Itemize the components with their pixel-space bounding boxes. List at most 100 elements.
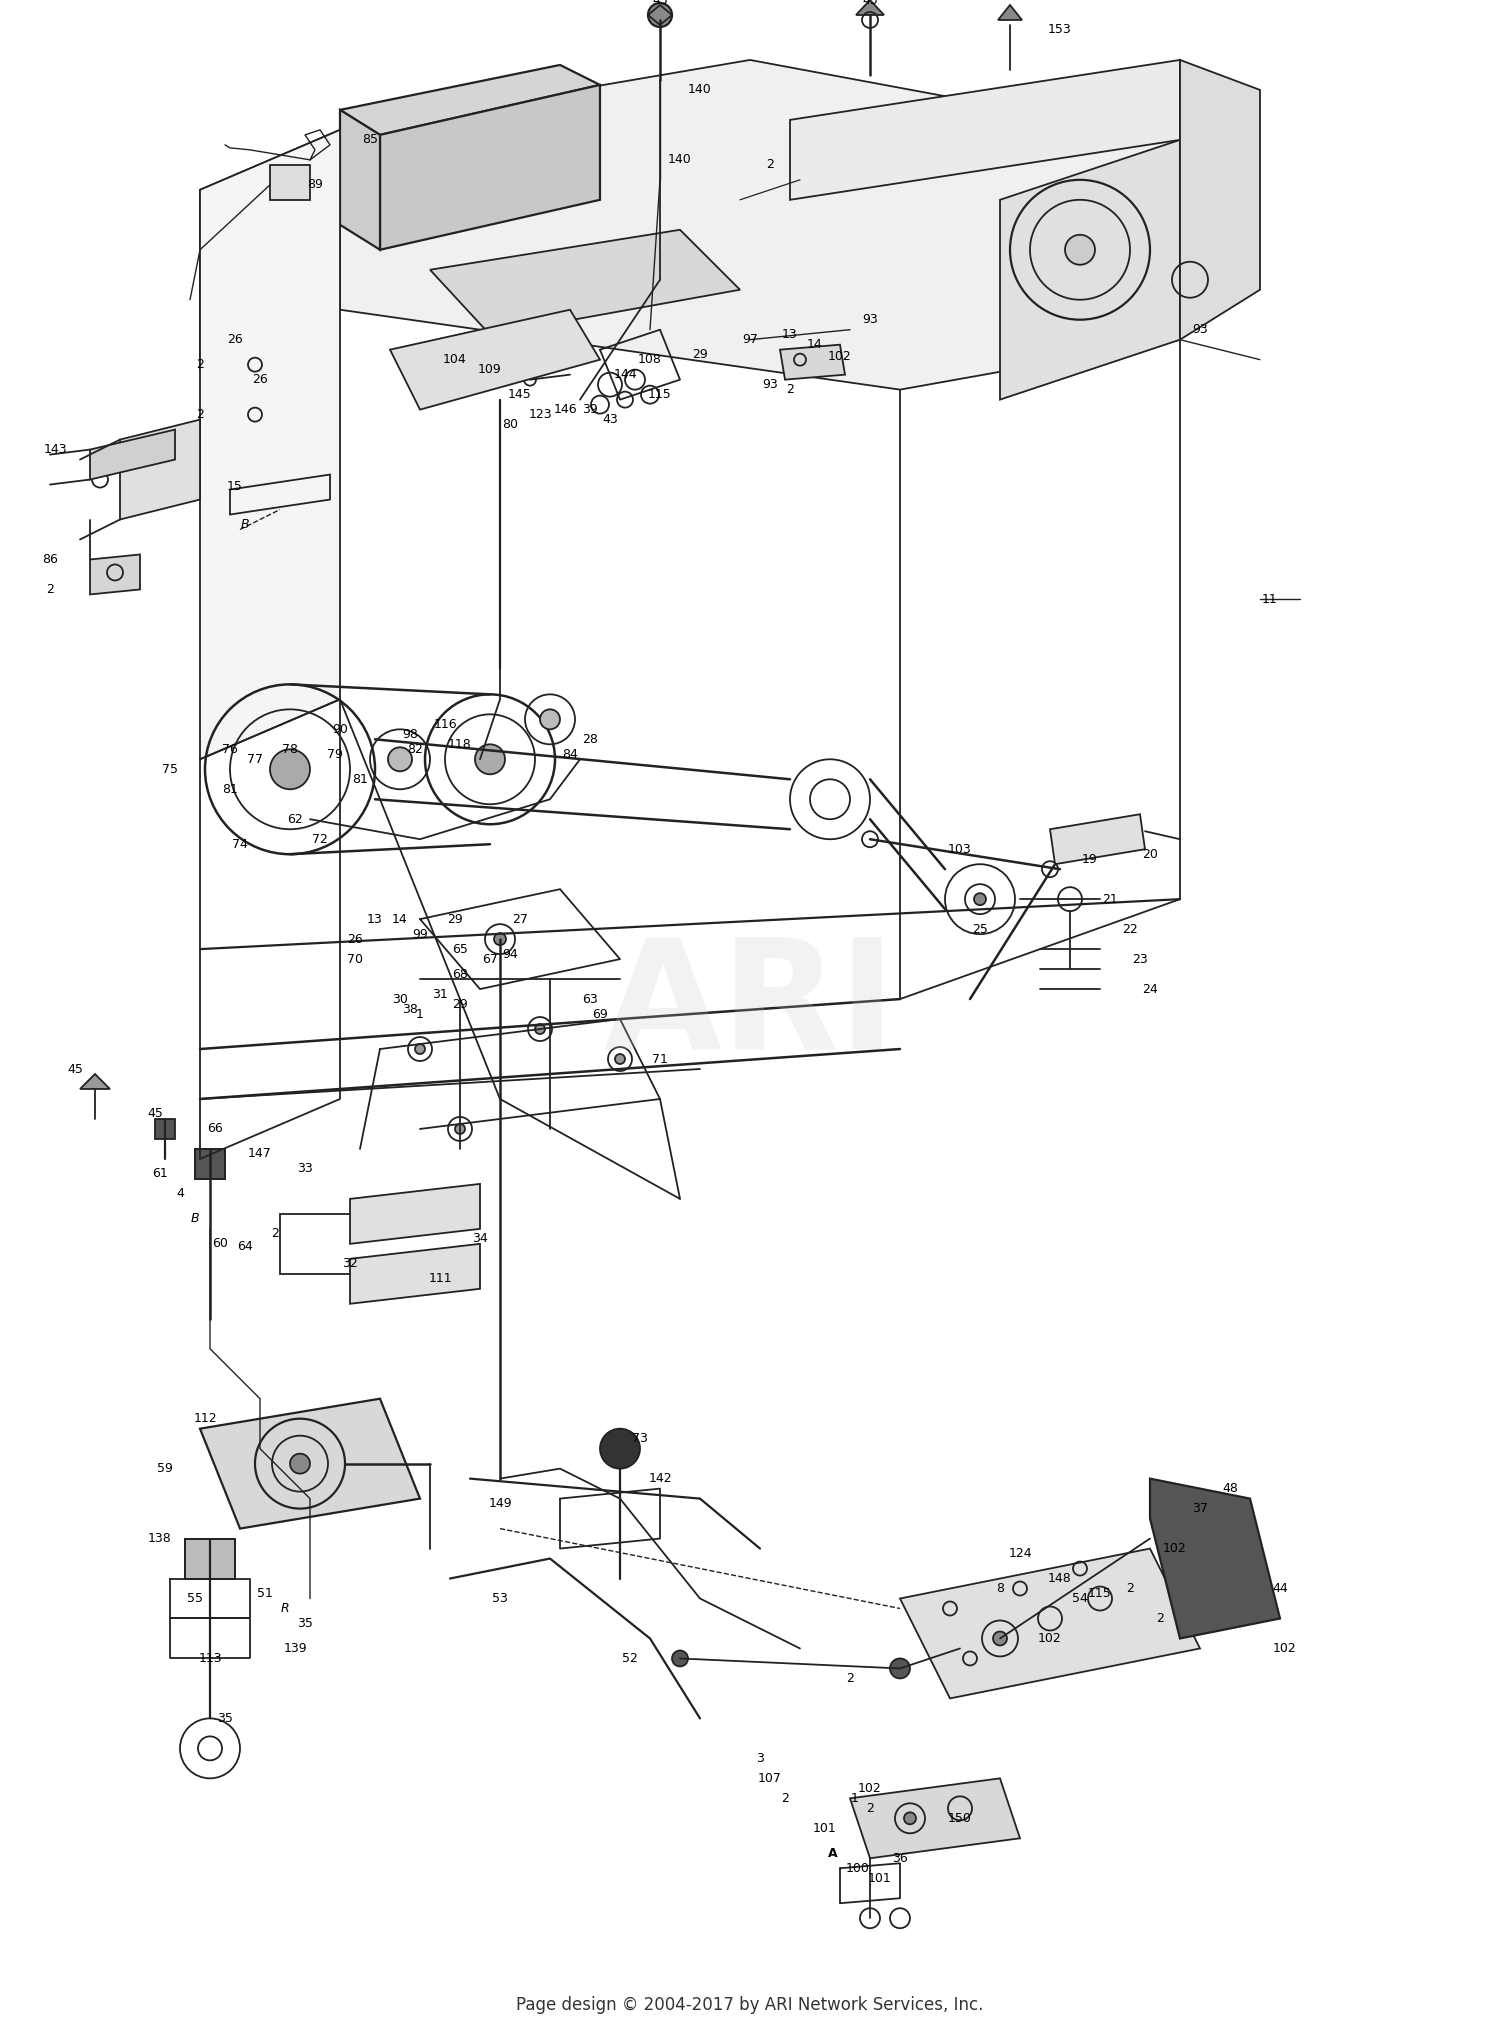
Text: 139: 139: [284, 1641, 308, 1655]
Text: 115: 115: [648, 389, 672, 401]
Text: 93: 93: [1192, 324, 1208, 336]
Text: 62: 62: [286, 812, 303, 827]
Text: 102: 102: [858, 1782, 882, 1796]
Text: 14: 14: [807, 338, 824, 350]
Text: 44: 44: [1272, 1582, 1288, 1594]
Text: 4: 4: [176, 1187, 184, 1201]
Text: 116: 116: [433, 719, 457, 731]
Text: 75: 75: [162, 764, 178, 776]
Text: 145: 145: [509, 389, 532, 401]
Text: 115: 115: [1088, 1586, 1112, 1600]
Text: 53: 53: [492, 1592, 508, 1604]
Text: 19: 19: [1082, 853, 1098, 865]
Circle shape: [672, 1651, 688, 1665]
Text: 2: 2: [196, 358, 204, 371]
Text: B: B: [240, 517, 249, 531]
Text: 2: 2: [786, 383, 794, 397]
Text: 39: 39: [582, 403, 598, 415]
Text: 61: 61: [152, 1167, 168, 1181]
Polygon shape: [856, 0, 883, 14]
Text: 27: 27: [512, 912, 528, 926]
Polygon shape: [90, 430, 176, 480]
Bar: [270, 165, 310, 200]
Text: 24: 24: [1142, 983, 1158, 996]
Text: 52: 52: [622, 1651, 638, 1665]
Text: 99: 99: [413, 928, 428, 941]
Polygon shape: [340, 65, 600, 134]
Text: 64: 64: [237, 1240, 254, 1254]
Text: 8: 8: [996, 1582, 1004, 1594]
Circle shape: [600, 1429, 640, 1468]
Text: 29: 29: [447, 912, 464, 926]
Polygon shape: [850, 1777, 1020, 1859]
Text: 28: 28: [582, 733, 598, 745]
Text: 59: 59: [158, 1462, 172, 1476]
Text: 107: 107: [758, 1771, 782, 1786]
Text: 101: 101: [813, 1822, 837, 1834]
Text: 147: 147: [248, 1148, 272, 1161]
Text: 31: 31: [432, 987, 448, 1000]
Text: Page design © 2004-2017 by ARI Network Services, Inc.: Page design © 2004-2017 by ARI Network S…: [516, 1997, 984, 2014]
Text: 124: 124: [1008, 1547, 1032, 1560]
Text: 43: 43: [602, 413, 618, 426]
Text: 69: 69: [592, 1008, 608, 1020]
Text: 85: 85: [362, 134, 378, 147]
Text: 20: 20: [1142, 847, 1158, 861]
Text: 11: 11: [1262, 592, 1278, 607]
Text: 90: 90: [332, 723, 348, 735]
Text: 81: 81: [352, 774, 368, 786]
Text: 100: 100: [846, 1861, 870, 1875]
Text: 38: 38: [402, 1002, 418, 1016]
Text: 144: 144: [614, 369, 638, 381]
Text: 80: 80: [503, 417, 518, 432]
Text: 146: 146: [554, 403, 578, 415]
Polygon shape: [80, 1075, 110, 1089]
Text: 102: 102: [828, 350, 852, 362]
Text: 81: 81: [222, 782, 238, 796]
Polygon shape: [430, 230, 740, 334]
Circle shape: [476, 745, 506, 774]
Text: 34: 34: [472, 1232, 488, 1246]
Text: 26: 26: [226, 334, 243, 346]
Text: 138: 138: [148, 1531, 172, 1545]
Text: 35: 35: [217, 1712, 232, 1724]
Circle shape: [536, 1024, 544, 1034]
Text: 86: 86: [42, 554, 58, 566]
Text: 2: 2: [272, 1228, 279, 1240]
Text: 78: 78: [282, 743, 298, 755]
Text: 112: 112: [194, 1413, 217, 1425]
Text: 33: 33: [297, 1163, 314, 1175]
Circle shape: [540, 709, 560, 729]
Text: 32: 32: [342, 1258, 358, 1270]
Text: 2: 2: [46, 582, 54, 597]
Text: 21: 21: [1102, 892, 1118, 906]
Text: 1: 1: [416, 1008, 424, 1020]
Text: 45: 45: [147, 1108, 164, 1120]
Text: 35: 35: [297, 1617, 314, 1631]
Polygon shape: [195, 1148, 225, 1179]
Polygon shape: [1050, 814, 1144, 863]
Polygon shape: [1000, 140, 1180, 399]
Polygon shape: [120, 419, 200, 519]
Text: 79: 79: [327, 747, 344, 761]
Text: 71: 71: [652, 1053, 668, 1065]
Circle shape: [270, 749, 310, 790]
Polygon shape: [200, 1399, 420, 1529]
Polygon shape: [790, 59, 1180, 200]
Text: 14: 14: [392, 912, 408, 926]
Text: 36: 36: [892, 1853, 908, 1865]
Text: R: R: [280, 1602, 290, 1615]
Text: 29: 29: [692, 348, 708, 360]
Polygon shape: [200, 130, 340, 759]
Text: 55: 55: [188, 1592, 202, 1604]
Text: 70: 70: [346, 953, 363, 965]
Text: 26: 26: [252, 373, 268, 387]
Text: 25: 25: [972, 922, 988, 937]
Text: 2: 2: [196, 407, 204, 421]
Text: 142: 142: [648, 1472, 672, 1484]
Text: 2: 2: [782, 1792, 789, 1804]
Circle shape: [388, 747, 412, 772]
Text: 65: 65: [452, 943, 468, 955]
Text: 82: 82: [406, 743, 423, 755]
Polygon shape: [350, 1183, 480, 1244]
